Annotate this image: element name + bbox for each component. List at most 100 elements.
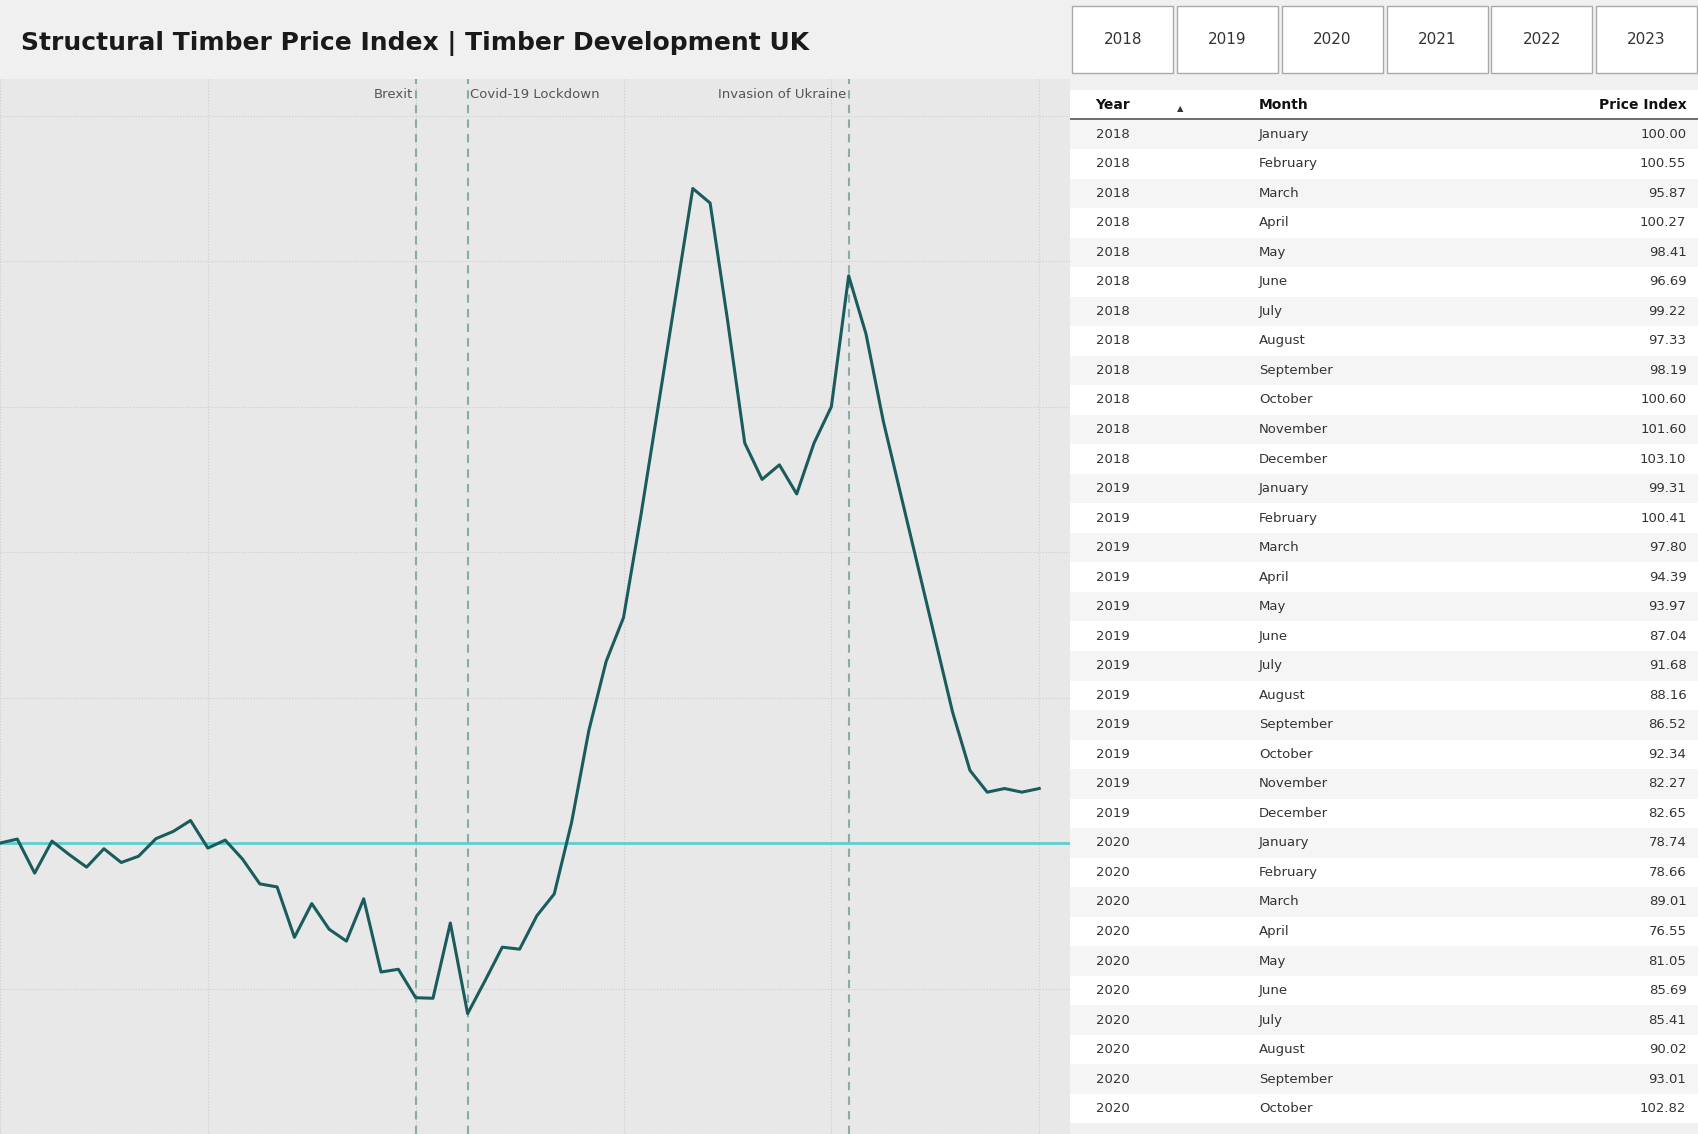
Bar <box>1070 415 1698 445</box>
Text: 98.19: 98.19 <box>1647 364 1686 376</box>
Text: October: October <box>1258 1102 1311 1115</box>
Bar <box>1070 386 1698 415</box>
Text: May: May <box>1258 955 1285 967</box>
Text: Brexit: Brexit <box>374 88 413 101</box>
Bar <box>1386 7 1487 73</box>
Text: 2020: 2020 <box>1095 1014 1129 1026</box>
Text: 89.01: 89.01 <box>1647 896 1686 908</box>
Text: June: June <box>1258 276 1287 288</box>
Bar <box>1491 7 1591 73</box>
Text: March: March <box>1258 541 1299 555</box>
Text: 2019: 2019 <box>1095 659 1129 672</box>
Bar <box>1070 680 1698 710</box>
Text: February: February <box>1258 866 1318 879</box>
Text: December: December <box>1258 452 1328 466</box>
Text: 2022: 2022 <box>1521 32 1560 48</box>
Text: 2020: 2020 <box>1095 925 1129 938</box>
Text: 99.31: 99.31 <box>1647 482 1686 496</box>
Text: 2023: 2023 <box>1627 32 1666 48</box>
Bar <box>1070 474 1698 503</box>
Bar <box>1070 798 1698 828</box>
Text: 2018: 2018 <box>1095 246 1129 259</box>
Bar <box>1594 7 1696 73</box>
Bar <box>1070 739 1698 769</box>
Text: October: October <box>1258 393 1311 406</box>
Bar <box>1070 533 1698 562</box>
Bar <box>1070 1006 1698 1035</box>
Bar <box>1280 7 1382 73</box>
Text: July: July <box>1258 1014 1282 1026</box>
Text: ▲: ▲ <box>1177 104 1184 113</box>
Text: 2019: 2019 <box>1095 718 1129 731</box>
Text: Month: Month <box>1258 98 1307 111</box>
Text: May: May <box>1258 246 1285 259</box>
Text: 2018: 2018 <box>1095 423 1129 435</box>
Text: 90.02: 90.02 <box>1647 1043 1686 1056</box>
Text: 100.00: 100.00 <box>1639 128 1686 141</box>
Text: October: October <box>1258 747 1311 761</box>
Text: Invasion of Ukraine: Invasion of Ukraine <box>717 88 846 101</box>
Text: 100.41: 100.41 <box>1639 511 1686 525</box>
Text: 2018: 2018 <box>1095 128 1129 141</box>
Text: 2019: 2019 <box>1095 629 1129 643</box>
Text: 2018: 2018 <box>1095 393 1129 406</box>
Text: 2019: 2019 <box>1095 778 1129 790</box>
Text: 86.52: 86.52 <box>1647 718 1686 731</box>
Bar <box>1070 887 1698 916</box>
Text: 2019: 2019 <box>1207 32 1246 48</box>
Text: 2021: 2021 <box>1418 32 1455 48</box>
Text: 101.60: 101.60 <box>1639 423 1686 435</box>
Bar <box>1070 946 1698 975</box>
Text: 2020: 2020 <box>1095 896 1129 908</box>
Text: 93.97: 93.97 <box>1647 600 1686 613</box>
Text: November: November <box>1258 778 1328 790</box>
Text: February: February <box>1258 158 1318 170</box>
Text: 98.41: 98.41 <box>1647 246 1686 259</box>
Text: 2018: 2018 <box>1095 158 1129 170</box>
Text: August: August <box>1258 335 1306 347</box>
Text: 2018: 2018 <box>1095 335 1129 347</box>
Text: 100.55: 100.55 <box>1639 158 1686 170</box>
Text: 93.01: 93.01 <box>1647 1073 1686 1085</box>
Text: January: January <box>1258 128 1309 141</box>
Text: 92.34: 92.34 <box>1647 747 1686 761</box>
Bar <box>1070 828 1698 857</box>
Text: 2019: 2019 <box>1095 600 1129 613</box>
Text: 2018: 2018 <box>1095 217 1129 229</box>
Text: 87.04: 87.04 <box>1647 629 1686 643</box>
Text: 2019: 2019 <box>1095 688 1129 702</box>
Text: 2018: 2018 <box>1104 32 1141 48</box>
Text: Structural Timber Price Index | Timber Development UK: Structural Timber Price Index | Timber D… <box>22 31 808 57</box>
Bar <box>1070 90 1698 119</box>
Text: 2020: 2020 <box>1095 984 1129 997</box>
Text: 2018: 2018 <box>1095 187 1129 200</box>
Text: 91.68: 91.68 <box>1647 659 1686 672</box>
Text: December: December <box>1258 807 1328 820</box>
Text: 97.80: 97.80 <box>1647 541 1686 555</box>
Bar <box>1070 1065 1698 1094</box>
Text: 2019: 2019 <box>1095 747 1129 761</box>
Bar <box>1070 149 1698 178</box>
Text: 82.27: 82.27 <box>1647 778 1686 790</box>
Text: Covid-19 Lockdown: Covid-19 Lockdown <box>470 88 599 101</box>
Text: 103.10: 103.10 <box>1639 452 1686 466</box>
Text: 102.82: 102.82 <box>1639 1102 1686 1115</box>
Bar <box>1070 651 1698 680</box>
Bar <box>1070 621 1698 651</box>
Text: November: November <box>1258 423 1328 435</box>
Text: 2020: 2020 <box>1095 955 1129 967</box>
Text: 2018: 2018 <box>1095 364 1129 376</box>
Text: August: August <box>1258 688 1306 702</box>
Text: February: February <box>1258 511 1318 525</box>
Text: 76.55: 76.55 <box>1647 925 1686 938</box>
Text: 2020: 2020 <box>1095 1073 1129 1085</box>
Text: 99.22: 99.22 <box>1647 305 1686 318</box>
Text: March: March <box>1258 187 1299 200</box>
Bar <box>1070 1035 1698 1065</box>
Text: 78.74: 78.74 <box>1647 837 1686 849</box>
Text: Year: Year <box>1095 98 1129 111</box>
Text: 78.66: 78.66 <box>1647 866 1686 879</box>
Text: 96.69: 96.69 <box>1647 276 1686 288</box>
Text: April: April <box>1258 925 1289 938</box>
Text: 81.05: 81.05 <box>1647 955 1686 967</box>
